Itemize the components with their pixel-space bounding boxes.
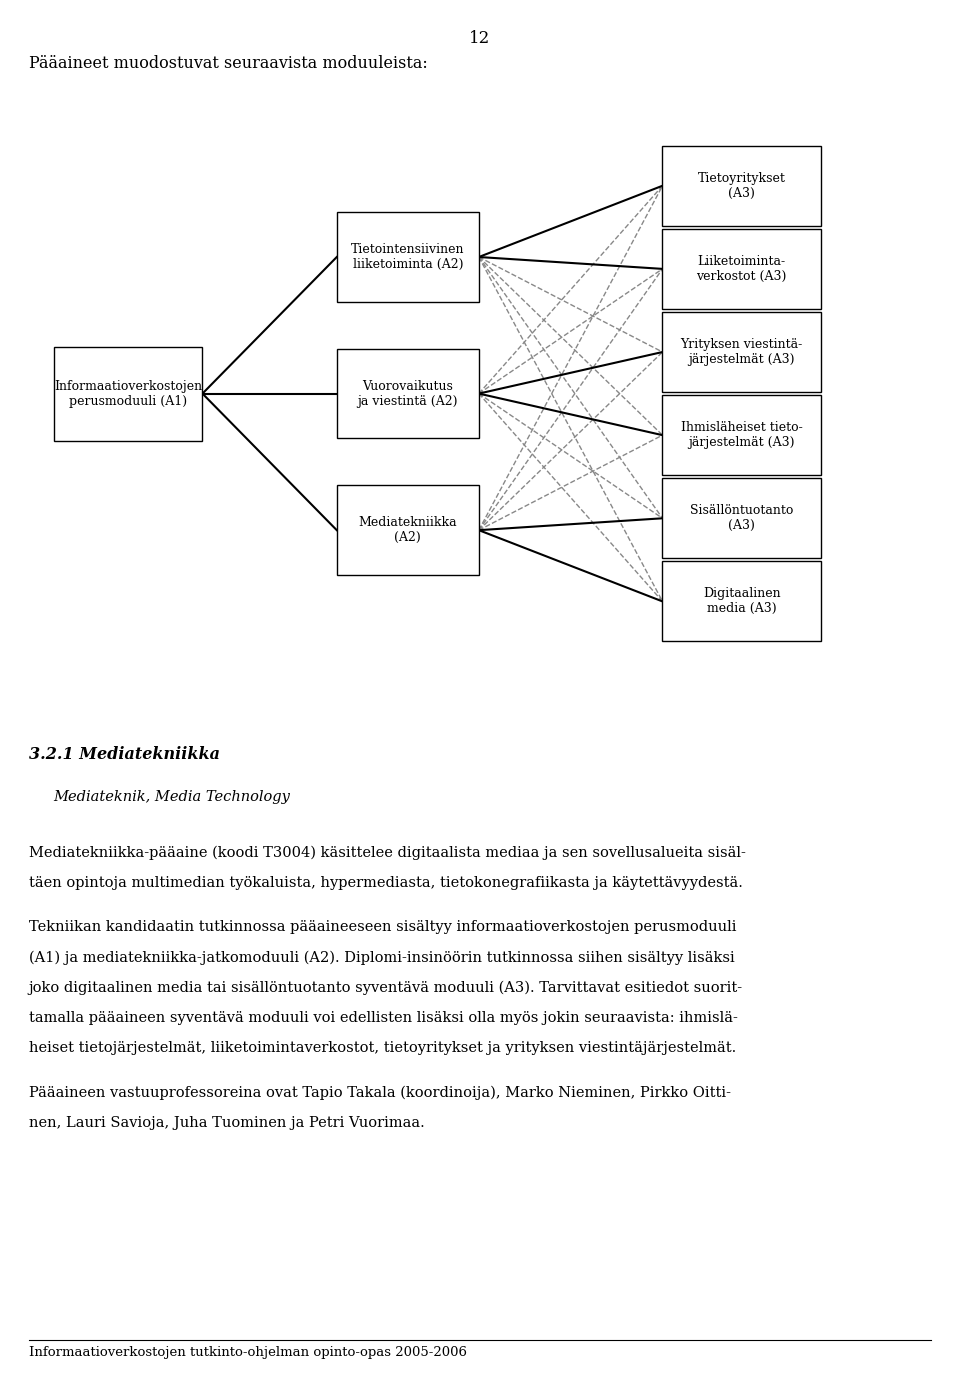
- Text: Ihmisläheiset tieto-
järjestelmät (A3): Ihmisläheiset tieto- järjestelmät (A3): [681, 421, 803, 449]
- Text: nen, Lauri Savioja, Juha Tuominen ja Petri Vuorimaa.: nen, Lauri Savioja, Juha Tuominen ja Pet…: [29, 1116, 424, 1130]
- Text: Mediateknik, Media Technology: Mediateknik, Media Technology: [53, 790, 290, 804]
- FancyBboxPatch shape: [337, 213, 479, 302]
- Text: Pääaineen vastuuprofessoreina ovat Tapio Takala (koordinoija), Marko Nieminen, P: Pääaineen vastuuprofessoreina ovat Tapio…: [29, 1085, 731, 1099]
- FancyBboxPatch shape: [662, 395, 821, 475]
- FancyBboxPatch shape: [662, 478, 821, 558]
- Text: 3.2.1 Mediatekniikka: 3.2.1 Mediatekniikka: [29, 746, 220, 762]
- Text: Mediatekniikka-pääaine (koodi T3004) käsittelee digitaalista mediaa ja sen sovel: Mediatekniikka-pääaine (koodi T3004) käs…: [29, 845, 746, 859]
- Text: heiset tietojärjestelmät, liiketoimintaverkostot, tietoyritykset ja yrityksen vi: heiset tietojärjestelmät, liiketoimintav…: [29, 1041, 736, 1055]
- Text: Mediatekniikka
(A2): Mediatekniikka (A2): [358, 516, 457, 544]
- Text: tamalla pääaineen syventävä moduuli voi edellisten lisäksi olla myös jokin seura: tamalla pääaineen syventävä moduuli voi …: [29, 1011, 737, 1025]
- FancyBboxPatch shape: [662, 229, 821, 309]
- Text: 12: 12: [469, 30, 491, 47]
- FancyBboxPatch shape: [662, 312, 821, 392]
- Text: Tekniikan kandidaatin tutkinnossa pääaineeseen sisältyy informaatioverkostojen p: Tekniikan kandidaatin tutkinnossa pääain…: [29, 920, 736, 934]
- FancyBboxPatch shape: [54, 347, 203, 441]
- Text: joko digitaalinen media tai sisällöntuotanto syventävä moduuli (A3). Tarvittavat: joko digitaalinen media tai sisällöntuot…: [29, 981, 743, 994]
- Text: Tietoyritykset
(A3): Tietoyritykset (A3): [698, 171, 785, 200]
- Text: Digitaalinen
media (A3): Digitaalinen media (A3): [703, 587, 780, 616]
- Text: Informaatioverkostojen tutkinto-ohjelman opinto-opas 2005-2006: Informaatioverkostojen tutkinto-ohjelman…: [29, 1346, 467, 1359]
- Text: Sisällöntuotanto
(A3): Sisällöntuotanto (A3): [690, 504, 793, 532]
- FancyBboxPatch shape: [662, 561, 821, 641]
- Text: Liiketoiminta-
verkostot (A3): Liiketoiminta- verkostot (A3): [697, 255, 787, 283]
- FancyBboxPatch shape: [662, 145, 821, 226]
- Text: Tietointensiivinen
liiketoiminta (A2): Tietointensiivinen liiketoiminta (A2): [351, 243, 465, 271]
- Text: täen opintoja multimedian työkaluista, hypermediasta, tietokonegrafiikasta ja kä: täen opintoja multimedian työkaluista, h…: [29, 876, 743, 889]
- Text: Yrityksen viestintä-
järjestelmät (A3): Yrityksen viestintä- järjestelmät (A3): [681, 338, 803, 366]
- Text: (A1) ja mediatekniikka-jatkomoduuli (A2). Diplomi-insinöörin tutkinnossa siihen : (A1) ja mediatekniikka-jatkomoduuli (A2)…: [29, 950, 734, 964]
- Text: Pääaineet muodostuvat seuraavista moduuleista:: Pääaineet muodostuvat seuraavista moduul…: [29, 55, 427, 72]
- FancyBboxPatch shape: [337, 485, 479, 574]
- Text: Vuorovaikutus
ja viestintä (A2): Vuorovaikutus ja viestintä (A2): [357, 380, 458, 407]
- Text: Informaatioverkostojen
perusmoduuli (A1): Informaatioverkostojen perusmoduuli (A1): [54, 380, 203, 407]
- FancyBboxPatch shape: [337, 348, 479, 438]
